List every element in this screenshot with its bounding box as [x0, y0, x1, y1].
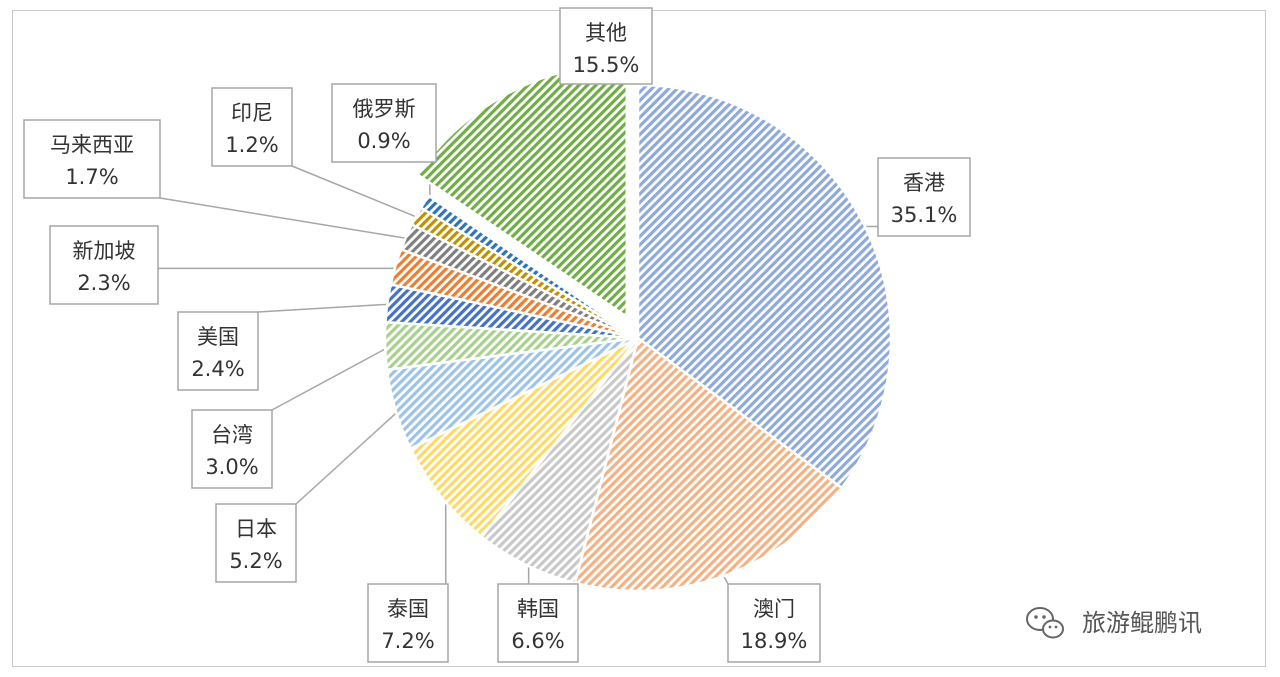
data-label-value: 2.4% — [191, 357, 244, 381]
data-label-box — [191, 409, 273, 489]
data-label-korea: 韩国 6.6% — [497, 583, 579, 663]
data-label-usa: 美国 2.4% — [177, 311, 259, 391]
watermark-text: 旅游鲲鹏讯 — [1082, 609, 1202, 637]
data-label-japan: 日本 5.2% — [215, 503, 297, 583]
wechat-icon — [1026, 607, 1064, 639]
data-label-name: 香港 — [903, 171, 945, 195]
data-label-macau: 澳门 18.9% — [727, 583, 821, 663]
data-label-name: 日本 — [235, 517, 277, 541]
data-label-box — [367, 583, 449, 663]
pie-slice-russia — [419, 194, 639, 340]
watermark: 旅游鲲鹏讯 — [1026, 607, 1202, 639]
data-label-box — [877, 157, 971, 237]
data-label-hk: 香港 35.1% — [877, 157, 971, 237]
data-label-value: 5.2% — [229, 549, 282, 573]
data-label-box — [23, 119, 161, 199]
data-label-name: 美国 — [197, 325, 239, 349]
data-label-indonesia: 印尼 1.2% — [211, 87, 293, 167]
leader-line-indonesia — [291, 165, 422, 220]
pie-slice-hk — [636, 83, 893, 490]
data-label-box — [727, 583, 821, 663]
data-label-value: 7.2% — [381, 629, 434, 653]
leader-line-taiwan — [271, 345, 392, 411]
data-label-box — [49, 225, 159, 305]
leader-line-usa — [257, 303, 394, 313]
data-label-singapore: 新加坡 2.3% — [49, 225, 159, 305]
data-label-name: 印尼 — [231, 101, 273, 125]
data-label-box — [177, 311, 259, 391]
data-label-box — [331, 83, 437, 163]
leader-lines — [158, 83, 878, 585]
leader-line-japan — [295, 407, 402, 505]
data-label-box — [559, 7, 653, 85]
data-label-thailand: 泰国 7.2% — [367, 583, 449, 663]
data-label-value: 1.7% — [65, 165, 118, 189]
data-label-name: 其他 — [585, 21, 627, 45]
data-label-name: 泰国 — [387, 597, 429, 621]
data-label-box — [497, 583, 579, 663]
data-label-russia: 俄罗斯 0.9% — [331, 83, 437, 163]
data-label-box — [211, 87, 293, 167]
data-label-value: 15.5% — [573, 53, 640, 77]
data-label-box — [215, 503, 297, 583]
data-label-name: 韩国 — [517, 597, 559, 621]
data-label-value: 3.0% — [205, 455, 258, 479]
data-label-value: 18.9% — [741, 629, 808, 653]
data-label-value: 1.2% — [225, 133, 278, 157]
data-label-value: 0.9% — [357, 129, 410, 153]
pie-slices — [383, 62, 893, 593]
pie-slice-macau — [573, 335, 844, 593]
data-labels: 香港 35.1% 澳门 18.9% 韩国 6.6% 泰国 7.2% 日本 5.2% 台湾 3.0% 美国… — [23, 7, 971, 663]
pie-slice-thailand — [408, 336, 639, 539]
leader-line-malaysia — [159, 197, 412, 240]
data-label-value: 6.6% — [511, 629, 564, 653]
data-label-name: 澳门 — [753, 597, 795, 621]
data-label-name: 新加坡 — [73, 239, 136, 263]
data-label-taiwan: 台湾 3.0% — [191, 409, 273, 489]
data-label-name: 台湾 — [211, 423, 253, 447]
data-label-value: 2.3% — [77, 271, 130, 295]
data-label-malaysia: 马来西亚 1.7% — [23, 119, 161, 199]
data-label-value: 35.1% — [891, 203, 958, 227]
data-label-name: 俄罗斯 — [353, 97, 416, 121]
data-label-other: 其他 15.5% — [559, 7, 653, 85]
data-label-name: 马来西亚 — [50, 133, 134, 157]
